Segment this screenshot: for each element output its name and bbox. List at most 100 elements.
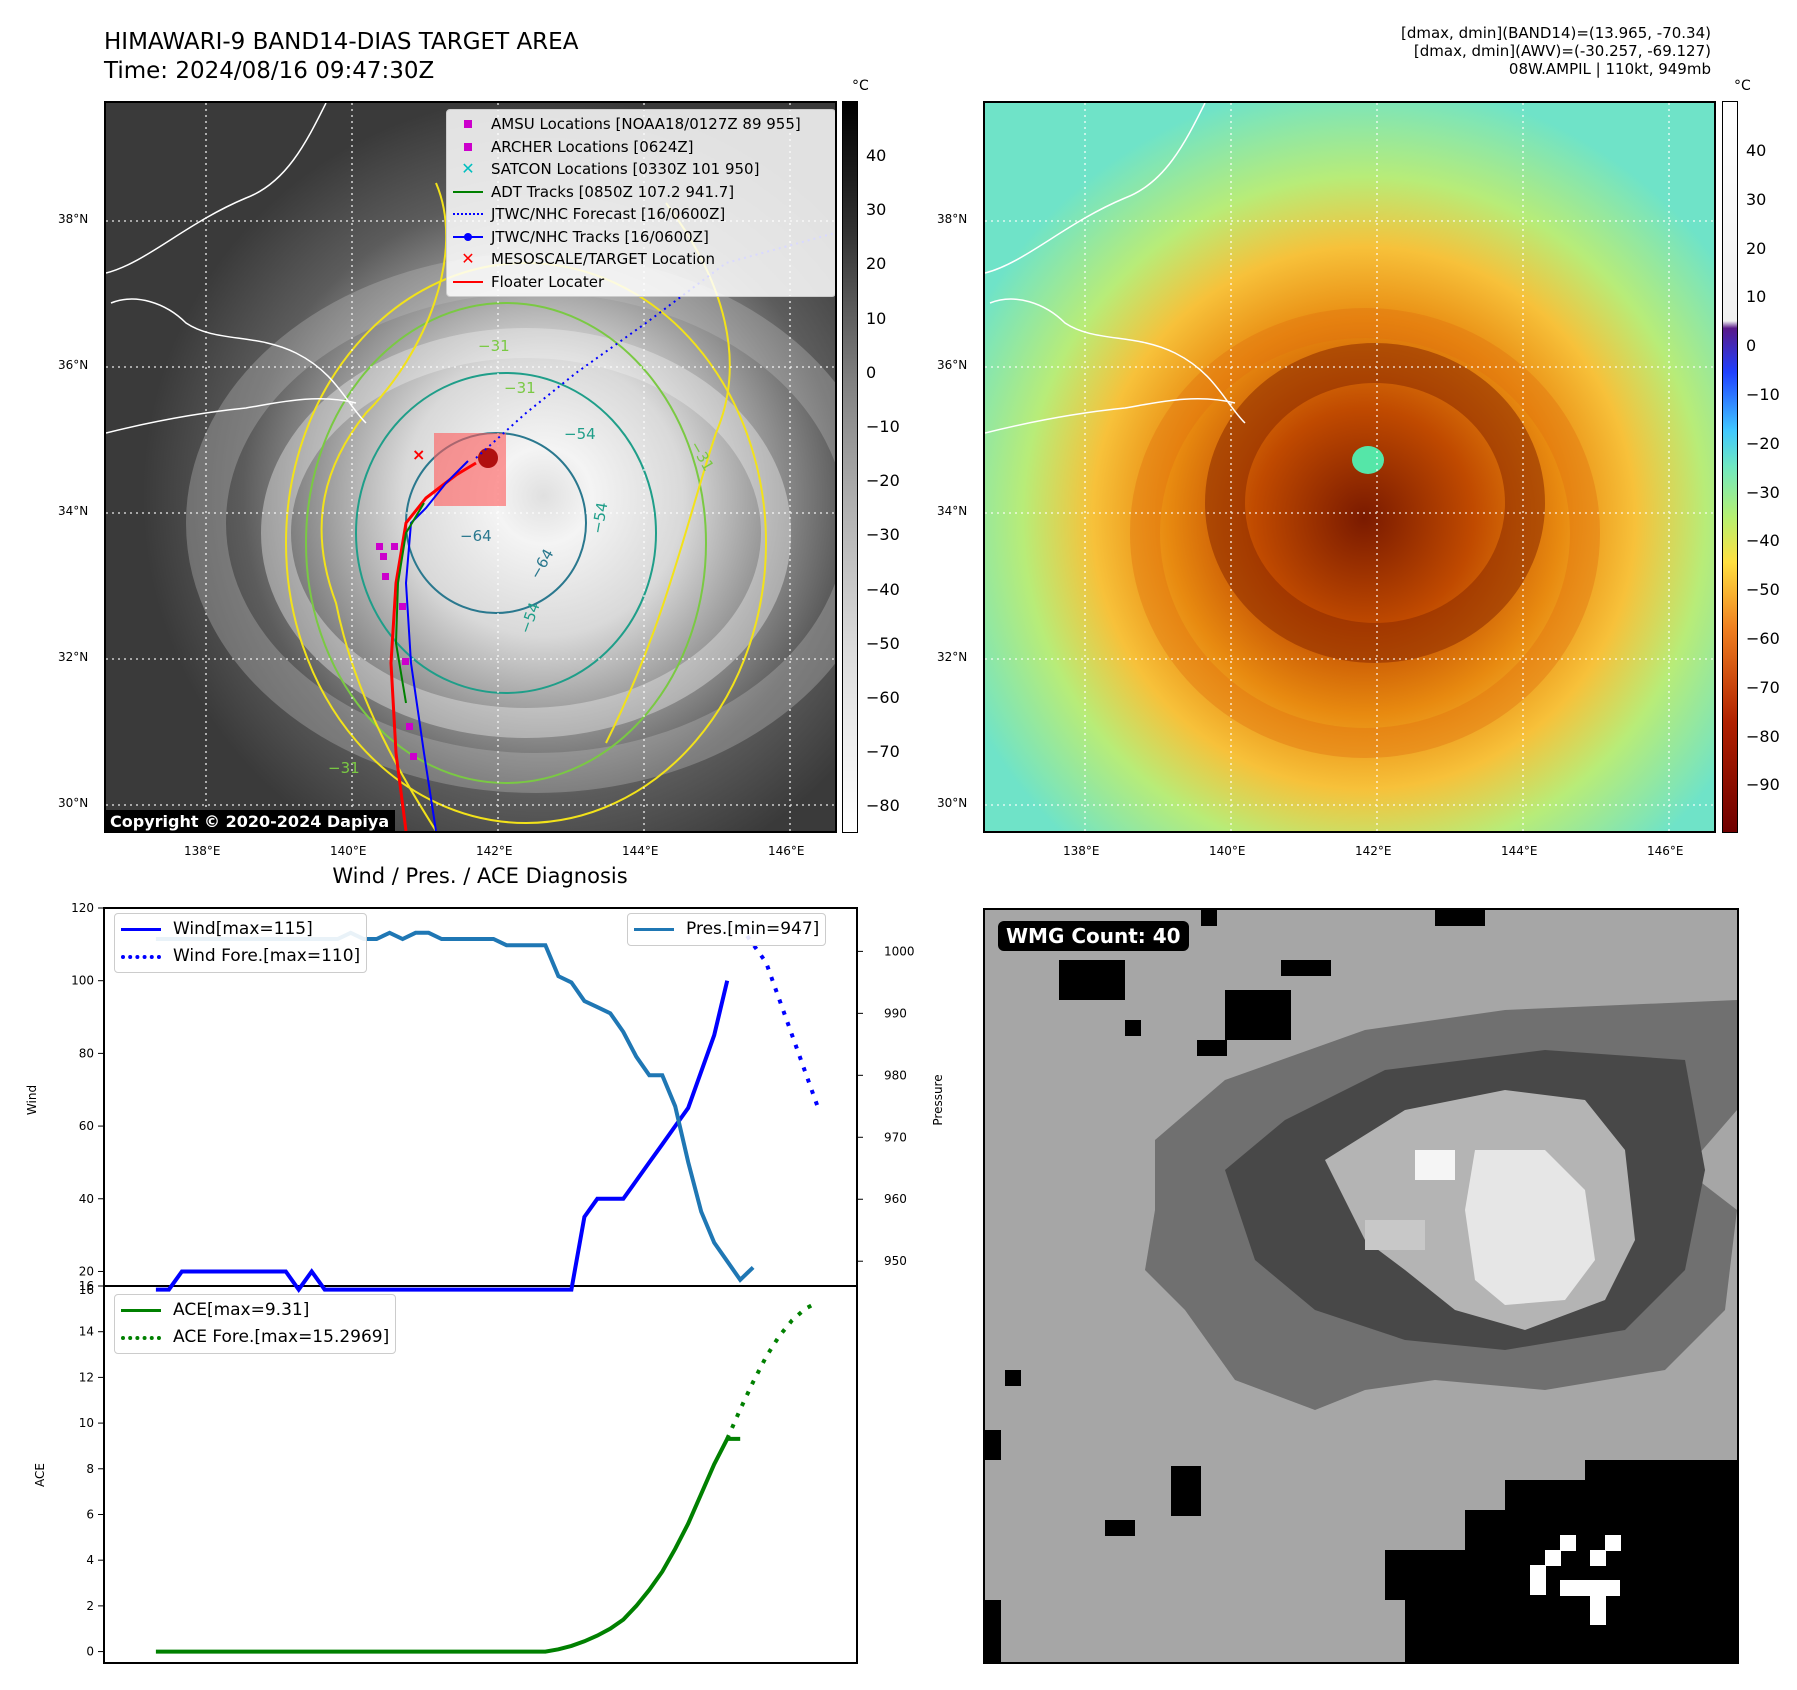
- pressure-axis-label: Pressure: [931, 1074, 945, 1125]
- colorbar-tick: −30: [866, 525, 900, 545]
- colorbar-tick: 20: [1746, 238, 1767, 258]
- wind-tick-label: 60: [79, 1119, 94, 1133]
- wind-axis-label: Wind: [25, 1085, 39, 1115]
- target-area-box: [434, 433, 506, 506]
- colorbar-tick: 30: [1746, 189, 1767, 209]
- diagnosis-title: Wind / Pres. / ACE Diagnosis: [332, 864, 628, 888]
- legend-item: ✕ MESOSCALE/TARGET Location: [451, 248, 831, 271]
- map-legend: AMSU Locations [NOAA18/0127Z 89 955] ARC…: [446, 109, 835, 297]
- lat-label: 38°N: [58, 212, 89, 226]
- colorbar-tick: 30: [866, 200, 887, 220]
- ace-tick-label: 2: [86, 1599, 94, 1613]
- legend-item: ✕ SATCON Locations [0330Z 101 950]: [451, 158, 831, 181]
- pressure-tick-label: 990: [884, 1006, 907, 1020]
- series-line-2: [155, 930, 755, 1283]
- ir-colorbar: [842, 101, 858, 833]
- lon-label: 144°E: [622, 844, 659, 858]
- lat-label: 30°N: [58, 796, 89, 810]
- colorbar-tick: 40: [866, 146, 887, 165]
- line-dot-icon: [451, 226, 485, 248]
- wind-legend: Wind[max=115] Wind Fore.[max=110]: [114, 913, 368, 973]
- colorbar-unit: °C: [1734, 78, 1751, 94]
- jtwc-track: [404, 460, 469, 831]
- ace-tick-label: 14: [79, 1325, 94, 1339]
- legend-item: Wind[max=115]: [121, 916, 360, 943]
- ace-tick-label: 0: [86, 1645, 94, 1659]
- info-storm: 08W.AMPIL | 110kt, 949mb: [1508, 60, 1711, 78]
- colorbar-tick: 40: [1746, 141, 1767, 160]
- series-line-1: [738, 925, 820, 1109]
- series-line-0: [155, 980, 730, 1294]
- contour-label: −31: [504, 379, 536, 397]
- lon-label: 138°E: [184, 844, 221, 858]
- wind-tick-label: 16: [79, 1283, 94, 1297]
- legend-item: ACE Fore.[max=15.2969]: [121, 1324, 389, 1351]
- legend-item: JTWC/NHC Forecast [16/0600Z]: [451, 203, 831, 226]
- legend-item: Wind Fore.[max=110]: [121, 943, 360, 970]
- ace-series-line-1: [725, 1300, 820, 1440]
- legend-item: AMSU Locations [NOAA18/0127Z 89 955]: [451, 113, 831, 136]
- lat-label: 32°N: [58, 650, 89, 664]
- diagnosis-chart: 20 40 60 80 100 120 16 950 960 970 980 990 1000 0 2 4…: [25, 901, 945, 1664]
- square-marker-icon: [451, 136, 485, 158]
- contour-label: −54: [564, 425, 596, 443]
- pressure-legend: Pres.[min=947]: [627, 913, 827, 946]
- ace-legend: ACE[max=9.31] ACE Fore.[max=15.2969]: [114, 1294, 397, 1354]
- lon-label: 140°E: [1209, 844, 1246, 858]
- legend-item: ARCHER Locations [0624Z]: [451, 136, 831, 159]
- colorbar-tick: −70: [866, 742, 900, 762]
- wind-tick-label: 120: [71, 901, 94, 915]
- legend-item: Floater Locater: [451, 271, 831, 294]
- ace-tick-label: 10: [79, 1416, 94, 1430]
- info-band14: [dmax, dmin](BAND14)=(13.965, -70.34): [1400, 24, 1711, 42]
- colorbar-tick: −40: [866, 579, 900, 599]
- x-marker-icon: ✕: [461, 159, 475, 179]
- wmg-image: [985, 910, 1737, 1662]
- ace-tick-label: 6: [86, 1507, 94, 1521]
- ace-series-line-0: [155, 1436, 741, 1654]
- colorbar-tick: 10: [866, 308, 887, 328]
- pressure-tick-label: 970: [884, 1130, 907, 1144]
- pressure-tick-label: 1000: [884, 944, 915, 958]
- legend-item: JTWC/NHC Tracks [16/0600Z]: [451, 226, 831, 249]
- colorbar-tick: −10: [1746, 385, 1780, 404]
- colorbar-tick: 0: [866, 362, 877, 382]
- colorbar-tick: 20: [866, 254, 887, 274]
- contour-label: −31: [328, 759, 360, 777]
- lon-label: 138°E: [1063, 844, 1100, 858]
- colorbar-tick: −50: [866, 633, 900, 653]
- ace-tick-label: 8: [86, 1462, 94, 1476]
- colorbar-tick: −90: [1746, 775, 1780, 795]
- contour-label: −31: [478, 337, 510, 355]
- colorbar-tick: −40: [1746, 531, 1780, 551]
- colorbar-tick: −20: [1746, 433, 1780, 453]
- lat-label: 38°N: [937, 212, 968, 226]
- wind-tick-label: 40: [79, 1192, 94, 1206]
- pressure-tick-label: 950: [884, 1254, 907, 1268]
- dotted-line-icon: [451, 203, 485, 225]
- copyright-label: Copyright © 2020-2024 Dapiya: [104, 810, 396, 833]
- awv-colorbar: [1722, 101, 1738, 833]
- colorbar-tick: −10: [866, 417, 900, 436]
- contour-label: −64: [460, 527, 492, 545]
- pressure-tick-label: 980: [884, 1068, 907, 1082]
- colorbar-tick: −20: [866, 471, 900, 491]
- lat-label: 30°N: [937, 796, 968, 810]
- lat-label: 32°N: [937, 650, 968, 664]
- wmg-count-label: WMG Count: 40: [998, 921, 1189, 951]
- colorbar-tick: −60: [1746, 629, 1780, 648]
- x-marker-icon: ✕: [461, 249, 475, 269]
- ace-tick-label: 4: [86, 1553, 94, 1567]
- wmg-panel: [983, 908, 1739, 1664]
- pressure-tick-label: 960: [884, 1192, 907, 1206]
- adt-track: [394, 502, 425, 704]
- colorbar-tick: −80: [866, 796, 900, 816]
- lon-label: 146°E: [768, 844, 805, 858]
- lon-label: 140°E: [330, 844, 367, 858]
- storm-eye: [478, 448, 498, 468]
- legend-item: Pres.[min=947]: [634, 916, 819, 943]
- dotted-line-icon: [121, 954, 161, 959]
- lon-label: 142°E: [476, 844, 513, 858]
- awv-map-panel: [983, 101, 1716, 833]
- wind-tick-label: 20: [79, 1264, 94, 1278]
